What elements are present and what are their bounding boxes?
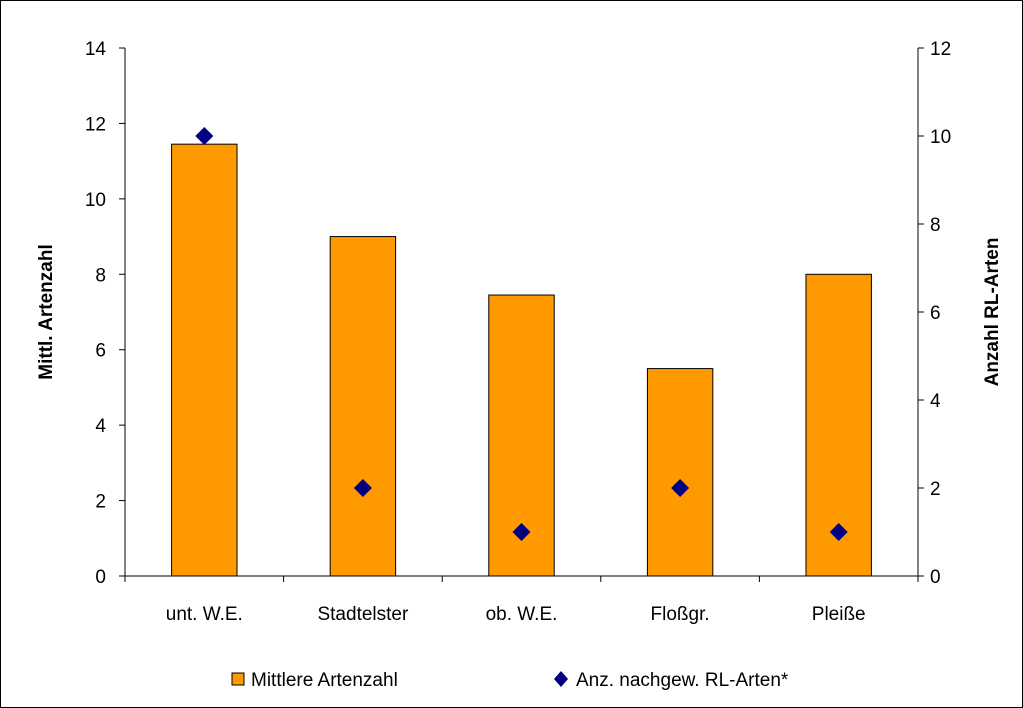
category-label-4: Pleiße	[812, 604, 866, 625]
left-tick-label-1: 2	[95, 492, 106, 513]
bar-1	[329, 236, 397, 577]
right-axis-title: Anzahl RL-Arten	[982, 238, 1003, 387]
bar-0	[171, 143, 238, 577]
left-tick-label-6: 12	[85, 114, 106, 135]
right-tick-label-2: 4	[930, 391, 941, 412]
right-tick-label-3: 6	[930, 303, 941, 324]
rl-marker-3	[671, 479, 690, 497]
category-label-3: Floßgr.	[651, 604, 710, 625]
right-tick-label-1: 2	[930, 479, 941, 500]
left-tick-label-7: 14	[85, 39, 107, 60]
bars-layer	[171, 143, 872, 577]
markers-layer	[195, 127, 848, 541]
left-tick-label-5: 10	[85, 190, 106, 211]
right-tick-label-0: 0	[930, 567, 941, 588]
rl-marker-2	[512, 523, 531, 541]
ticks-layer: 0 2 4 6 8 10 12 14 0 2 4 6 8 10 12 unt. W.E. Stadtelster…	[85, 39, 951, 625]
left-tick-label-0: 0	[95, 567, 106, 588]
category-label-0: unt. W.E.	[166, 604, 243, 625]
left-tick-label-4: 8	[95, 265, 106, 286]
rl-marker-1	[353, 479, 372, 497]
right-tick-label-6: 12	[930, 39, 951, 60]
bar-3	[646, 368, 714, 577]
category-label-2: ob. W.E.	[486, 604, 558, 625]
bar-4	[805, 273, 872, 577]
rl-marker-0	[195, 127, 214, 145]
legend-swatch-bar	[231, 672, 245, 686]
left-axis-title: Mittl. Artenzahl	[36, 244, 57, 379]
legend: Mittlere Artenzahl Anz. nachgew. RL-Arte…	[231, 670, 789, 691]
right-tick-label-4: 8	[930, 215, 941, 236]
right-tick-label-5: 10	[930, 127, 951, 148]
left-tick-label-3: 6	[95, 341, 106, 362]
legend-label-bar: Mittlere Artenzahl	[251, 670, 398, 691]
legend-label-diamond: Anz. nachgew. RL-Arten*	[576, 670, 789, 691]
rl-marker-4	[829, 523, 848, 541]
left-tick-label-2: 4	[95, 416, 106, 437]
category-label-1: Stadtelster	[317, 604, 408, 625]
legend-swatch-diamond	[554, 671, 568, 687]
